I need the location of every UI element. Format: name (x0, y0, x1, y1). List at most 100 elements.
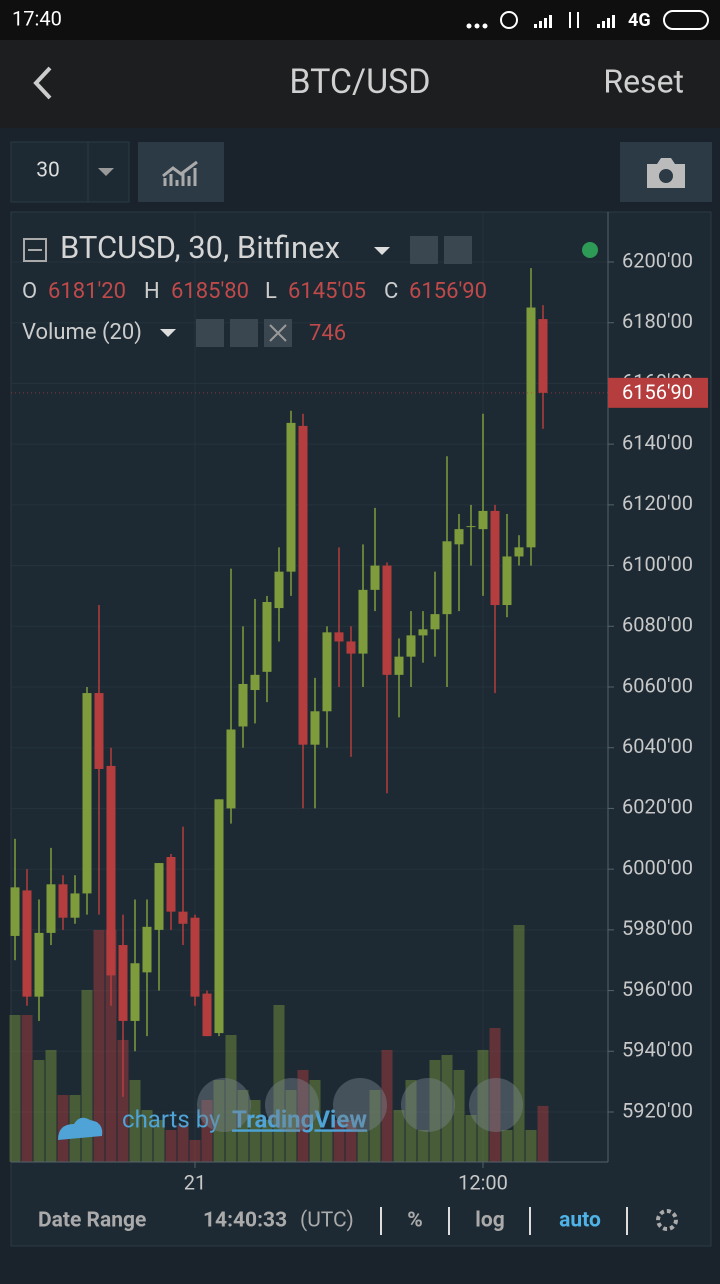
volume-bar (357, 1129, 369, 1162)
watermark-link[interactable]: TradingView (232, 1105, 367, 1133)
volume-bar (429, 1059, 441, 1162)
y-tick-label: 6060'00 (622, 673, 693, 697)
candle-body (226, 729, 236, 809)
volume-bar (225, 1035, 237, 1162)
date-range[interactable]: Date Range (38, 1209, 146, 1233)
volume-bar (489, 1028, 501, 1162)
header (0, 40, 720, 128)
volume-visibility[interactable] (196, 319, 224, 347)
volume-bar (297, 1069, 309, 1162)
y-tick-label: 6080'00 (622, 613, 693, 637)
volume-bar (537, 1105, 549, 1162)
status-network: 4G (628, 10, 651, 31)
footer-timezone: (UTC) (300, 1209, 354, 1233)
y-tick-label: 6040'00 (622, 734, 693, 758)
volume-bar (213, 1079, 225, 1162)
zoom-out[interactable] (265, 1078, 319, 1132)
y-tick-label: 6200'00 (622, 248, 693, 272)
candle-body (46, 884, 56, 933)
candle-body (190, 917, 200, 997)
candle-body (418, 629, 428, 636)
candle-body (166, 857, 176, 912)
volume-value: 746 (309, 321, 346, 346)
reset-zoom[interactable] (333, 1078, 387, 1132)
candle-body (382, 565, 392, 675)
status-dot (582, 242, 598, 258)
volume-bar (273, 1005, 285, 1162)
candle-body (274, 571, 284, 609)
volume-bar (261, 1119, 273, 1162)
volume-bar (513, 925, 525, 1162)
y-tick-label: 6180'00 (622, 309, 693, 333)
volume-bar (105, 929, 117, 1162)
footer-separators (380, 1207, 628, 1235)
candle-body (310, 711, 320, 745)
volume-bar (45, 1049, 57, 1162)
candle-body (334, 632, 344, 642)
volume-bar (177, 1125, 189, 1162)
volume-dropdown[interactable] (160, 329, 176, 337)
volume-bar (465, 1115, 477, 1162)
last-price-label: 6156'90 (622, 380, 693, 404)
interval-dropdown[interactable] (98, 168, 114, 176)
nav-buttons (197, 1078, 523, 1132)
scroll-right[interactable] (469, 1078, 523, 1132)
status-time: 17:40 (12, 6, 62, 30)
volume-bar (441, 1055, 453, 1162)
volume-bar (129, 1079, 141, 1162)
status-icons (466, 10, 709, 30)
ohlc-key: C (384, 279, 398, 304)
volume-settings[interactable] (230, 319, 258, 347)
candle-body (58, 884, 68, 918)
status-bar (0, 0, 720, 40)
percent-toggle[interactable]: % (407, 1209, 423, 1233)
candle-body (394, 656, 404, 675)
y-tick-label: 6020'00 (622, 795, 693, 819)
volume-bar (525, 1129, 537, 1162)
ohlc-value: 6156'90 (409, 279, 487, 304)
footer: Date Range 14:40:33 (UTC) % log auto (38, 1209, 601, 1233)
ohlc-key: H (144, 279, 160, 304)
interval-select[interactable] (10, 141, 130, 203)
indicators-icon (162, 160, 198, 186)
x-tick-label: 12:00 (458, 1170, 508, 1194)
y-tick-label: 5940'00 (622, 1038, 693, 1062)
volume-bar (333, 1119, 345, 1162)
symbol-dropdown[interactable] (374, 247, 390, 255)
candle-body (262, 601, 272, 672)
back-button[interactable] (33, 66, 52, 100)
candle-body (370, 565, 380, 590)
volume-bar (321, 1129, 333, 1162)
indicators-button[interactable] (138, 142, 224, 202)
candle-body (286, 422, 296, 572)
candle-body (70, 893, 80, 918)
candle-body (202, 993, 212, 1037)
visibility-button[interactable] (410, 236, 438, 264)
candle-body (178, 911, 188, 924)
volume-bar (501, 1129, 513, 1162)
chart-settings[interactable] (656, 1209, 678, 1231)
x-tick-label: 21 (184, 1170, 206, 1194)
volume-bar (477, 1049, 489, 1162)
reset-button[interactable]: Reset (603, 62, 684, 100)
auto-toggle[interactable]: auto (559, 1209, 601, 1233)
last-price-tag (608, 377, 708, 408)
interval-value: 30 (36, 159, 60, 183)
volume-bar (93, 929, 105, 1162)
candle-body (478, 510, 488, 530)
settings-button[interactable] (444, 236, 472, 264)
candle-body (322, 632, 332, 712)
zoom-in[interactable] (401, 1078, 455, 1132)
candle-body (22, 890, 32, 997)
ohlc-key: L (265, 279, 277, 304)
scroll-left[interactable] (197, 1078, 251, 1132)
candle-body (298, 425, 308, 745)
log-toggle[interactable]: log (475, 1209, 504, 1233)
candle-body (94, 693, 104, 769)
candle-body (214, 799, 224, 1034)
collapse-legend[interactable] (23, 238, 47, 262)
candle-body (154, 863, 164, 930)
volume-title: Volume (20) (22, 320, 142, 345)
y-tick-label: 6100'00 (622, 552, 693, 576)
